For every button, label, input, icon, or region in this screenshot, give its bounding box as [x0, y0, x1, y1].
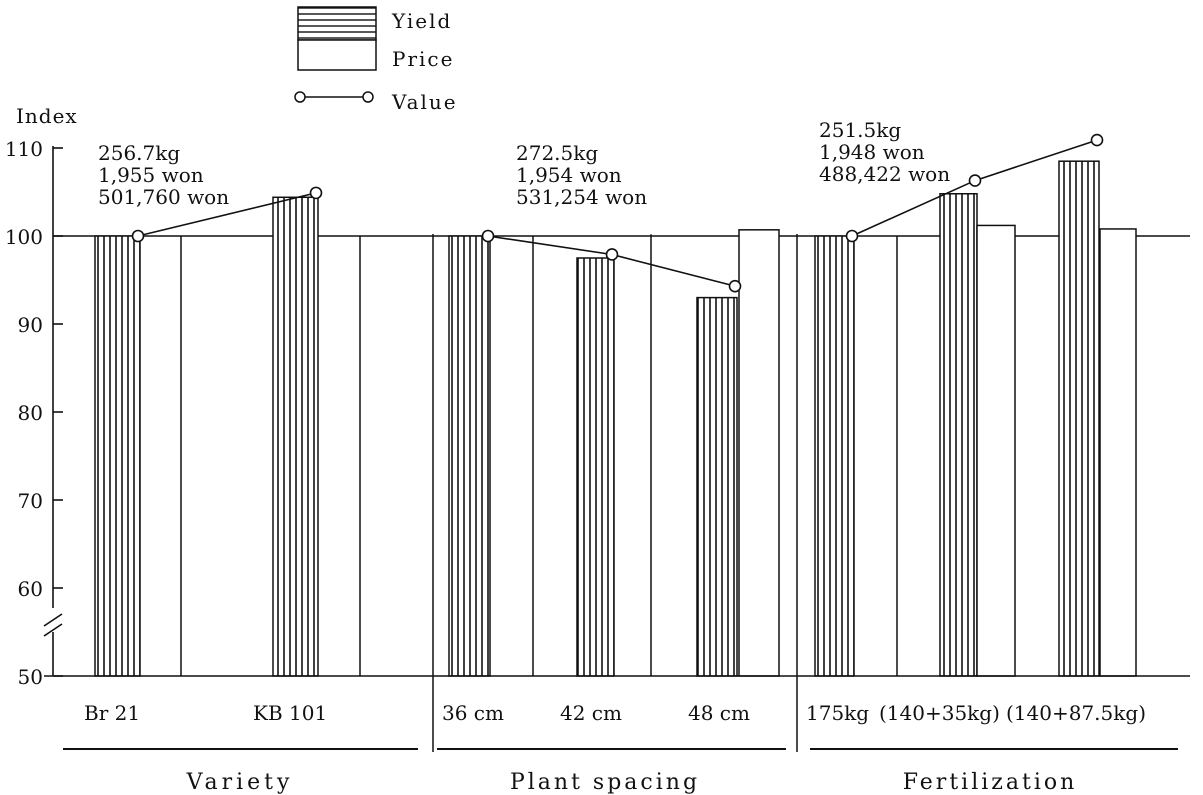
y-tick-label-110: 110 — [5, 137, 43, 161]
legend-swatch-yield — [297, 6, 377, 41]
value-point — [309, 186, 323, 200]
yield-bar — [696, 296, 738, 677]
yield-bar — [939, 193, 978, 677]
legend: Yield Price Value — [294, 6, 458, 114]
y-axis-break-mark — [43, 613, 63, 627]
base-annotation: 1,954 won — [516, 163, 622, 187]
y-axis: 50 60 70 80 90 100 110 — [5, 137, 63, 689]
treatment-label: (140+35kg) — [879, 701, 1000, 725]
legend-label-yield: Yield — [391, 9, 452, 33]
treatment-label: 175kg — [806, 701, 869, 725]
y-axis-break-mark — [43, 623, 63, 637]
legend-item-yield: Yield — [297, 6, 452, 41]
treatment-label: 36 cm — [442, 701, 504, 725]
y-tick-label-100: 100 — [5, 225, 43, 249]
legend-label-value: Value — [391, 90, 458, 114]
base-annotation: 256.7kg — [98, 141, 180, 165]
price-bar — [976, 224, 1016, 677]
treatment-labels: Br 21 KB 101 36 cm 42 cm 48 cm 175kg (140+35kg… — [84, 701, 1146, 725]
price-bar — [738, 229, 780, 677]
y-tick-label-90: 90 — [18, 313, 43, 337]
treatment-label: (140+87.5kg) — [1006, 701, 1146, 725]
value-point — [1090, 133, 1104, 147]
treatment-label: 42 cm — [560, 701, 622, 725]
base-annotation: 531,254 won — [516, 185, 647, 209]
group-label-plant-spacing: Plant spacing — [510, 770, 700, 795]
base-annotation: 488,422 won — [819, 162, 950, 186]
value-point — [968, 174, 982, 187]
legend-marker-value — [294, 91, 306, 103]
base-annotation: 1,955 won — [98, 163, 204, 187]
yield-bar — [272, 196, 319, 677]
treatment-label: Br 21 — [84, 701, 140, 725]
y-axis-label: Index — [16, 104, 78, 128]
base-annotation: 1,948 won — [819, 140, 925, 164]
group-label-variety: Variety — [186, 770, 294, 795]
base-annotation: 501,760 won — [98, 185, 229, 209]
y-tick-label-70: 70 — [18, 489, 43, 513]
value-point — [605, 248, 619, 261]
price-bar — [1099, 228, 1137, 677]
group-label-fertilization: Fertilization — [903, 770, 1078, 795]
legend-swatch-price — [297, 39, 377, 71]
value-point — [131, 229, 145, 243]
y-tick-label-50: 50 — [18, 665, 43, 689]
y-tick-label-60: 60 — [18, 577, 43, 601]
value-line — [137, 192, 317, 237]
value-point — [481, 229, 495, 243]
bars — [94, 160, 1137, 677]
legend-item-value: Value — [294, 90, 458, 114]
yield-bar — [448, 235, 491, 677]
yield-bar — [576, 257, 615, 677]
yield-bar — [94, 235, 141, 677]
yield-bar — [814, 235, 855, 677]
base-annotation: 251.5kg — [819, 118, 901, 142]
y-tick-label-80: 80 — [18, 401, 43, 425]
yield-bar — [1058, 160, 1100, 677]
treatment-label: KB 101 — [253, 701, 327, 725]
treatment-label: 48 cm — [688, 701, 750, 725]
legend-label-price: Price — [392, 47, 454, 71]
base-annotation: 272.5kg — [516, 141, 598, 165]
value-point — [845, 229, 859, 243]
value-point — [728, 279, 742, 293]
legend-item-price: Price — [297, 39, 454, 71]
value-lines — [131, 133, 1104, 293]
